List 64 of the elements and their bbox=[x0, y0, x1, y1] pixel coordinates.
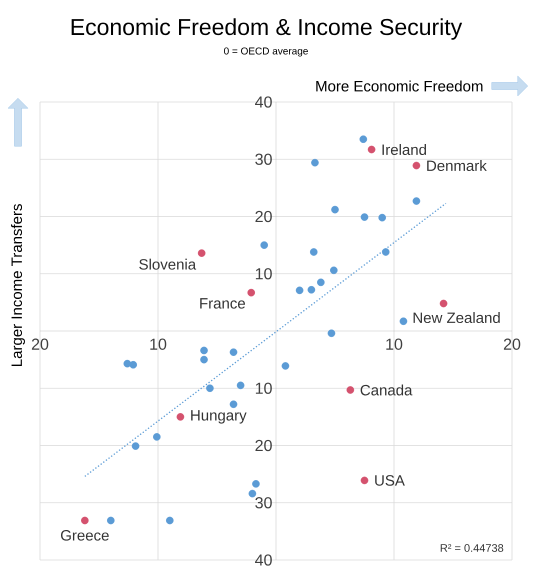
point bbox=[382, 248, 390, 256]
y-tick-label: 20 bbox=[255, 210, 272, 222]
point bbox=[282, 362, 290, 370]
point bbox=[360, 135, 368, 144]
point bbox=[153, 433, 161, 441]
point bbox=[310, 248, 318, 256]
annotation: R² = 0.44738 bbox=[440, 544, 504, 552]
annotation: Denmark bbox=[427, 160, 487, 172]
point bbox=[308, 286, 316, 294]
point bbox=[360, 476, 368, 484]
point bbox=[331, 206, 339, 214]
point bbox=[328, 329, 336, 338]
annotation: Canada bbox=[360, 384, 412, 396]
point bbox=[311, 158, 319, 166]
point bbox=[248, 490, 256, 498]
point bbox=[236, 382, 244, 390]
y-tick-label: 10 bbox=[256, 268, 272, 280]
annotation: France bbox=[200, 298, 246, 309]
point bbox=[81, 516, 89, 524]
annotation: New Zealand bbox=[414, 312, 500, 324]
point bbox=[166, 516, 174, 524]
y-tick-label: 30 bbox=[255, 497, 272, 508]
point bbox=[440, 300, 448, 308]
point bbox=[317, 278, 325, 286]
point bbox=[200, 356, 208, 364]
point bbox=[230, 400, 238, 408]
point bbox=[260, 241, 268, 249]
x-tick-label: 10 bbox=[386, 338, 402, 350]
x-tick-label: 20 bbox=[32, 338, 48, 350]
chart-subtitle: 0 = OECD average bbox=[224, 47, 308, 57]
point bbox=[206, 384, 214, 392]
point bbox=[400, 317, 408, 326]
y-tick-label: 40 bbox=[255, 96, 272, 108]
point bbox=[296, 286, 304, 294]
y-tick-label: 30 bbox=[255, 154, 272, 165]
y-axis-title: Larger Income Transfers bbox=[11, 204, 25, 366]
point bbox=[176, 413, 184, 421]
point bbox=[129, 360, 138, 369]
annotation: Slovenia bbox=[139, 258, 196, 270]
y-tick-label: 40 bbox=[255, 554, 272, 566]
point bbox=[368, 146, 376, 154]
point bbox=[230, 348, 238, 356]
point bbox=[107, 516, 115, 524]
annotation: Hungary bbox=[191, 410, 247, 424]
x-tick-label: 20 bbox=[504, 338, 520, 350]
point bbox=[132, 442, 140, 450]
point bbox=[198, 249, 206, 257]
annotation: USA bbox=[375, 475, 405, 486]
point bbox=[360, 213, 368, 221]
point bbox=[412, 162, 420, 170]
annotation: Greece bbox=[61, 530, 109, 541]
chart-title: Economic Freedom & Income Security bbox=[72, 18, 462, 40]
point bbox=[330, 266, 338, 274]
annotation: Ireland bbox=[382, 144, 426, 156]
point bbox=[247, 288, 256, 296]
y-tick-label: 10 bbox=[256, 382, 272, 394]
y-tick-label: 20 bbox=[255, 440, 272, 452]
point bbox=[378, 214, 386, 222]
point bbox=[200, 346, 208, 354]
point bbox=[252, 480, 260, 488]
x-axis-title: More Economic Freedom bbox=[316, 80, 482, 92]
point bbox=[346, 386, 354, 394]
x-tick-label: 10 bbox=[150, 338, 166, 350]
point bbox=[412, 197, 420, 205]
